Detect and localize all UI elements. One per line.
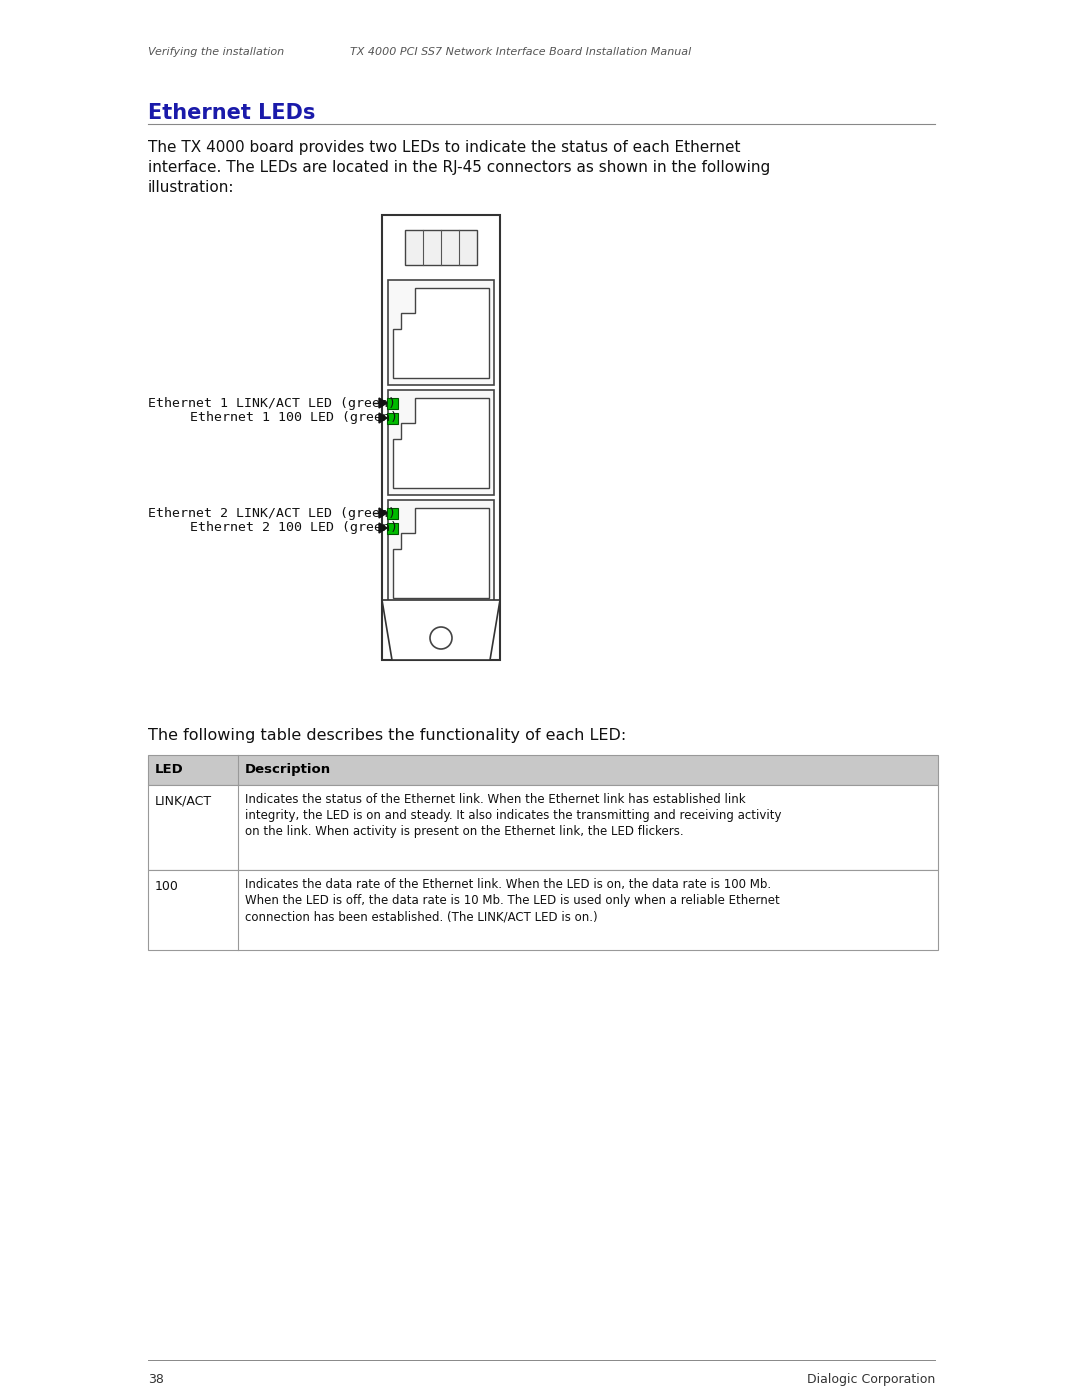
Circle shape <box>430 627 453 650</box>
Bar <box>388 279 494 386</box>
Text: TX 4000 PCI SS7 Network Interface Board Installation Manual: TX 4000 PCI SS7 Network Interface Board … <box>350 47 691 57</box>
Bar <box>387 398 399 409</box>
Polygon shape <box>379 414 387 423</box>
Polygon shape <box>393 288 489 379</box>
Polygon shape <box>393 398 489 488</box>
Text: Verifying the installation: Verifying the installation <box>148 47 284 57</box>
Polygon shape <box>379 509 387 518</box>
Text: Ethernet 2 LINK/ACT LED (green): Ethernet 2 LINK/ACT LED (green) <box>148 507 396 520</box>
Text: The following table describes the functionality of each LED:: The following table describes the functi… <box>148 728 626 743</box>
Text: Ethernet 2 100 LED (green): Ethernet 2 100 LED (green) <box>190 521 399 535</box>
Text: The TX 4000 board provides two LEDs to indicate the status of each Ethernet: The TX 4000 board provides two LEDs to i… <box>148 140 741 155</box>
Bar <box>387 414 399 425</box>
Bar <box>387 509 399 520</box>
Polygon shape <box>382 599 500 659</box>
Text: When the LED is off, the data rate is 10 Mb. The LED is used only when a reliabl: When the LED is off, the data rate is 10… <box>245 894 780 907</box>
Bar <box>387 522 399 534</box>
Text: connection has been established. (The LINK/ACT LED is on.): connection has been established. (The LI… <box>245 909 597 923</box>
Bar <box>148 754 939 785</box>
Text: Indicates the data rate of the Ethernet link. When the LED is on, the data rate : Indicates the data rate of the Ethernet … <box>245 877 771 891</box>
Polygon shape <box>379 398 387 408</box>
Bar <box>148 785 939 870</box>
Bar <box>382 215 500 659</box>
Text: Ethernet 1 100 LED (green): Ethernet 1 100 LED (green) <box>190 412 399 425</box>
Polygon shape <box>393 509 489 598</box>
Text: Description: Description <box>245 763 332 775</box>
Polygon shape <box>379 522 387 534</box>
Text: interface. The LEDs are located in the RJ-45 connectors as shown in the followin: interface. The LEDs are located in the R… <box>148 161 770 175</box>
Text: 38: 38 <box>148 1373 164 1386</box>
Text: on the link. When activity is present on the Ethernet link, the LED flickers.: on the link. When activity is present on… <box>245 826 684 838</box>
Text: integrity, the LED is on and steady. It also indicates the transmitting and rece: integrity, the LED is on and steady. It … <box>245 809 782 821</box>
Bar <box>405 231 477 265</box>
Text: Ethernet 1 LINK/ACT LED (green): Ethernet 1 LINK/ACT LED (green) <box>148 397 396 409</box>
Bar <box>388 500 494 605</box>
Text: 100: 100 <box>156 880 179 893</box>
Bar <box>148 870 939 950</box>
Text: LED: LED <box>156 763 184 775</box>
Text: LINK/ACT: LINK/ACT <box>156 795 212 807</box>
Bar <box>388 390 494 495</box>
Text: illustration:: illustration: <box>148 180 234 196</box>
Text: Dialogic Corporation: Dialogic Corporation <box>807 1373 935 1386</box>
Text: Ethernet LEDs: Ethernet LEDs <box>148 103 315 123</box>
Text: Indicates the status of the Ethernet link. When the Ethernet link has establishe: Indicates the status of the Ethernet lin… <box>245 793 745 806</box>
